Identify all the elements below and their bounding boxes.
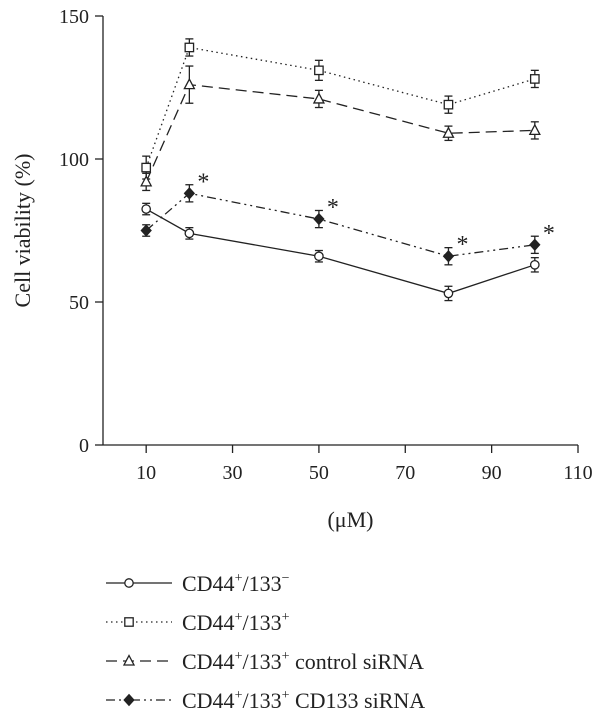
data-point [442,126,455,138]
legend-label: CD44+/133+ control siRNA [182,649,424,674]
data-point [313,212,325,226]
legend-item-1: CD44+/133− [106,571,290,596]
legend-item-4: CD44+/133+ CD133 siRNA [106,688,425,713]
data-point [443,288,454,299]
series-line [145,46,536,168]
legend-label: CD44+/133+ [182,610,290,635]
y-tick-label: 150 [59,6,89,28]
chart-axes: 0 50 100 150 10 30 50 70 90 110 [59,6,593,484]
legend-marker [124,617,134,627]
data-point [184,228,195,239]
data-point [529,259,540,270]
significance-star: * [327,195,339,221]
data-point [314,65,324,76]
y-tick-label: 50 [69,292,89,314]
series-1 [141,202,540,302]
series-4: * * * * [140,169,555,266]
legend-item-2: CD44+/133+ [106,610,290,635]
data-point [528,123,541,136]
legend-marker [122,654,136,666]
legend-label: CD44+/133+ CD133 siRNA [182,688,425,713]
y-axis-label: Cell viability (%) [10,154,35,308]
significance-star: * [197,169,209,195]
significance-star: * [456,232,468,258]
x-axis-label: (μM) [327,507,373,532]
series-3 [140,65,541,192]
series-2 [141,38,540,180]
significance-star: * [543,221,555,247]
data-point [312,92,325,104]
y-tick-label: 100 [59,149,89,171]
legend-label: CD44+/133− [182,571,290,596]
series-line [145,208,536,295]
data-point [442,249,455,263]
legend-marker [124,578,134,588]
chart-legend: CD44+/133− CD44+/133+ CD44+/133+ control s… [106,571,425,713]
x-tick-label: 10 [136,462,156,484]
data-point [140,174,153,187]
series-line [145,192,535,257]
data-point [141,204,152,214]
data-point [443,99,454,110]
data-point [314,251,324,262]
data-point [529,74,540,84]
x-tick-label: 70 [395,462,415,484]
chart-series-layer: * * * * [140,38,555,302]
y-tick-label: 0 [79,435,89,457]
series-line [145,83,535,183]
data-point [141,162,152,173]
x-tick-label: 110 [563,462,592,484]
legend-item-3: CD44+/133+ control siRNA [106,649,424,674]
data-point [183,77,196,90]
data-point [529,238,541,252]
data-point [184,42,195,53]
data-point [183,187,196,200]
data-point [140,224,152,237]
legend-marker [123,693,135,707]
x-tick-label: 50 [309,462,329,484]
x-tick-label: 90 [482,462,502,484]
x-tick-label: 30 [223,462,243,484]
